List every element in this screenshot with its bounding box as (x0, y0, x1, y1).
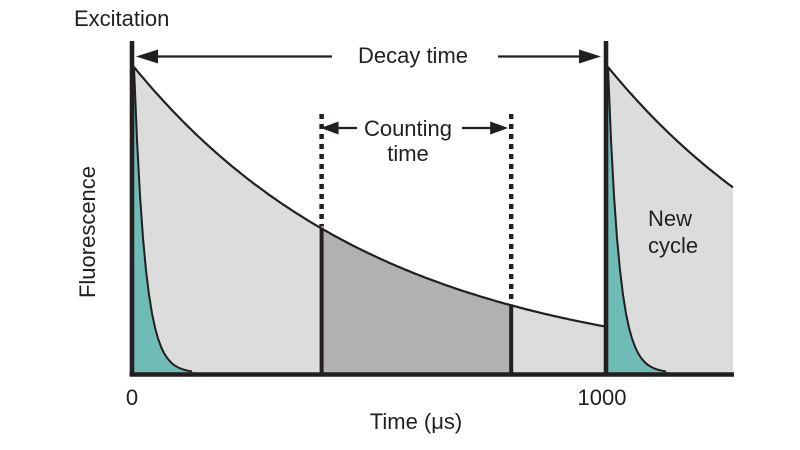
excitation-curve-cycle1 (133, 66, 193, 373)
counting-time-label-line2: time (387, 141, 429, 166)
counting-time-arrows (320, 121, 509, 135)
x-tick-1000: 1000 (578, 385, 627, 410)
x-tick-0: 0 (126, 385, 138, 410)
counting-time-label-line1: Counting (364, 116, 452, 141)
new-cycle-label-line2: cycle (648, 233, 698, 258)
counting-window-area (321, 228, 512, 375)
excitation-curve-cycle2 (607, 66, 667, 373)
decay-arrowhead-left-icon (136, 49, 158, 64)
x-axis-label: Time (μs) (370, 409, 463, 434)
decay-area-cycle2 (608, 67, 733, 375)
decay-curve-cycle1 (133, 66, 605, 328)
decay-area-cycle1 (134, 67, 604, 375)
decay-time-label: Decay time (358, 43, 468, 68)
new-cycle-label-line1: New (648, 206, 692, 231)
counting-arrowhead-left-icon (320, 121, 339, 135)
excitation-label: Excitation (74, 6, 169, 31)
decay-time-arrow (136, 49, 601, 64)
decay-curve-cycle2 (607, 66, 734, 189)
decay-arrowhead-right-icon (579, 49, 601, 64)
y-axis-label: Fluorescence (75, 166, 100, 298)
counting-arrowhead-right-icon (490, 121, 509, 135)
